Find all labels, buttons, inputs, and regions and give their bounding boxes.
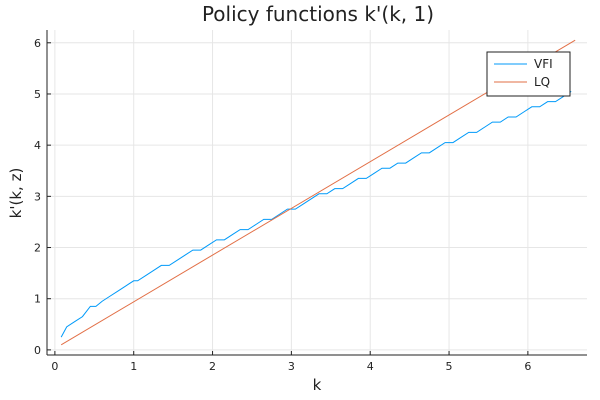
chart-title: Policy functions k'(k, 1) xyxy=(202,2,434,26)
x-tick-label: 1 xyxy=(130,360,137,373)
legend-box xyxy=(486,51,571,97)
x-ticks: 0 1 2 3 4 5 6 xyxy=(51,351,531,373)
x-tick-label: 5 xyxy=(446,360,453,373)
x-axis-label: k xyxy=(313,376,322,394)
x-tick-label: 0 xyxy=(51,360,58,373)
legend-label-lq: LQ xyxy=(534,75,550,89)
y-tick-label: 4 xyxy=(34,139,41,152)
grid xyxy=(47,30,587,355)
y-tick-label: 1 xyxy=(34,293,41,306)
legend-label-vfi: VFI xyxy=(534,57,553,71)
series-line-vfi xyxy=(60,91,572,338)
x-tick-label: 2 xyxy=(209,360,216,373)
y-tick-label: 5 xyxy=(34,88,41,101)
y-tick-label: 6 xyxy=(34,37,41,50)
legend: VFI LQ xyxy=(486,51,571,97)
x-tick-label: 6 xyxy=(524,360,531,373)
y-tick-label: 3 xyxy=(34,190,41,203)
y-tick-label: 2 xyxy=(34,242,41,255)
x-tick-label: 4 xyxy=(367,360,374,373)
y-axis-label: k'(k, z) xyxy=(7,168,25,219)
x-tick-label: 3 xyxy=(288,360,295,373)
y-tick-label: 0 xyxy=(34,344,41,357)
y-ticks: 0 1 2 3 4 5 6 xyxy=(34,37,51,357)
